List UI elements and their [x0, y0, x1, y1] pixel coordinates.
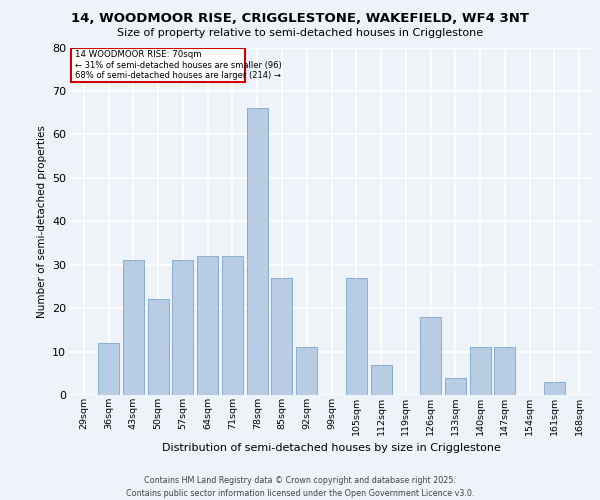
Bar	[445, 378, 466, 395]
Bar	[494, 347, 515, 395]
Bar	[271, 278, 292, 395]
X-axis label: Distribution of semi-detached houses by size in Crigglestone: Distribution of semi-detached houses by …	[162, 443, 501, 453]
Bar	[148, 300, 169, 395]
Bar	[346, 278, 367, 395]
Bar	[172, 260, 193, 395]
Text: ← 31% of semi-detached houses are smaller (96): ← 31% of semi-detached houses are smalle…	[74, 60, 281, 70]
Text: 14, WOODMOOR RISE, CRIGGLESTONE, WAKEFIELD, WF4 3NT: 14, WOODMOOR RISE, CRIGGLESTONE, WAKEFIE…	[71, 12, 529, 26]
Y-axis label: Number of semi-detached properties: Number of semi-detached properties	[37, 125, 47, 318]
Bar	[470, 347, 491, 395]
Bar	[98, 343, 119, 395]
Bar	[296, 347, 317, 395]
Bar	[247, 108, 268, 395]
Text: Size of property relative to semi-detached houses in Crigglestone: Size of property relative to semi-detach…	[117, 28, 483, 38]
Bar	[197, 256, 218, 395]
Bar	[420, 317, 441, 395]
Text: Contains HM Land Registry data © Crown copyright and database right 2025.
Contai: Contains HM Land Registry data © Crown c…	[126, 476, 474, 498]
Bar	[71, 48, 245, 82]
Bar	[544, 382, 565, 395]
Text: 68% of semi-detached houses are larger (214) →: 68% of semi-detached houses are larger (…	[74, 72, 281, 80]
Bar	[123, 260, 144, 395]
Text: 14 WOODMOOR RISE: 70sqm: 14 WOODMOOR RISE: 70sqm	[74, 50, 202, 58]
Bar	[371, 364, 392, 395]
Bar	[222, 256, 243, 395]
